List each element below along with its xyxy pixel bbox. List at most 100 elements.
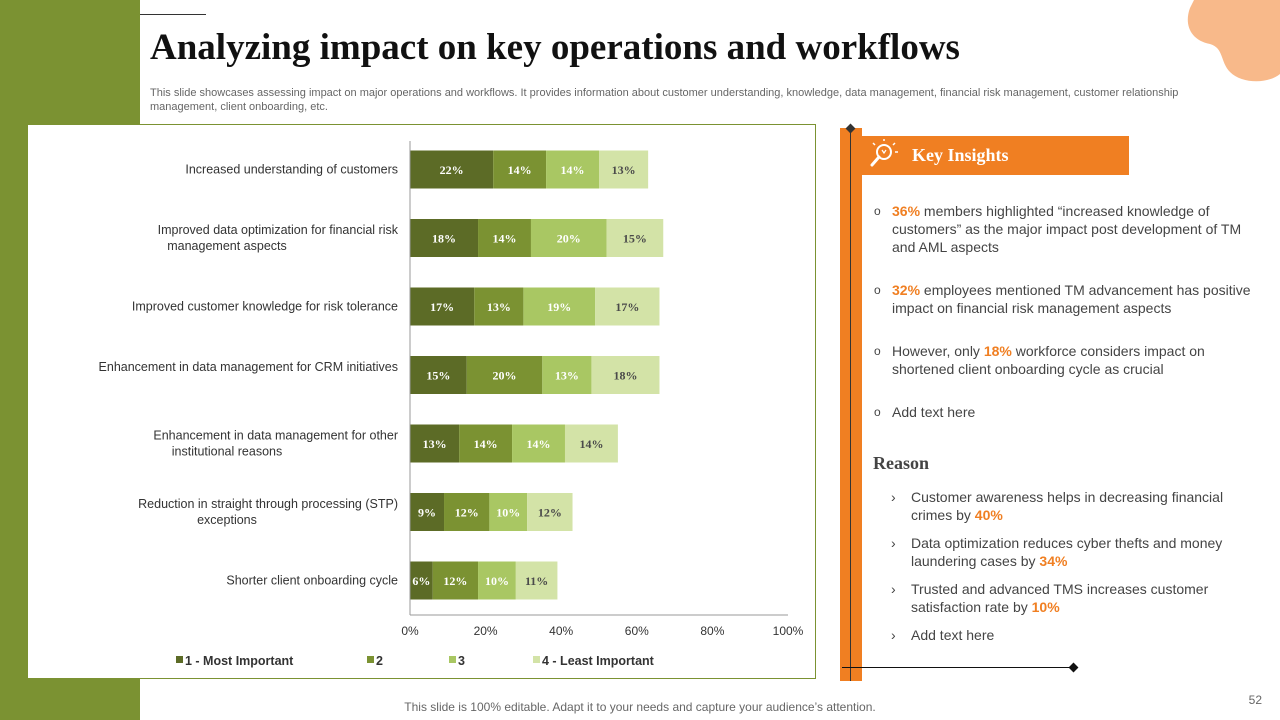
reason-item: › Customer awareness helps in decreasing… bbox=[891, 488, 1251, 524]
data-label: 12% bbox=[455, 506, 479, 520]
data-label: 10% bbox=[496, 506, 520, 520]
data-label: 18% bbox=[613, 369, 637, 383]
bullet-o: o bbox=[874, 204, 881, 218]
data-label: 20% bbox=[557, 232, 581, 246]
data-label: 13% bbox=[555, 369, 579, 383]
data-label: 20% bbox=[493, 369, 517, 383]
x-tick-label: 0% bbox=[401, 624, 419, 638]
x-tick-label: 20% bbox=[474, 624, 498, 638]
bar-segment bbox=[478, 219, 531, 257]
bar-segment bbox=[595, 287, 660, 326]
reason-highlight: 34% bbox=[1039, 553, 1068, 569]
category-label: exceptions bbox=[197, 513, 257, 527]
footer-note: This slide is 100% editable. Adapt it to… bbox=[404, 700, 876, 714]
chevron-right-icon: › bbox=[891, 489, 896, 505]
bullet-o: o bbox=[874, 344, 881, 358]
data-label: 10% bbox=[485, 574, 509, 588]
bar-segment bbox=[512, 424, 565, 463]
x-tick-label: 40% bbox=[549, 624, 573, 638]
reason-item: › Data optimization reduces cyber thefts… bbox=[891, 534, 1251, 570]
insight-text-pre: However, only bbox=[892, 343, 984, 359]
title-rule bbox=[140, 14, 206, 15]
data-label: 22% bbox=[440, 163, 464, 177]
bar-segment bbox=[410, 150, 494, 189]
category-label: Improved data optimization for financial… bbox=[158, 223, 399, 237]
data-label: 17% bbox=[430, 300, 454, 314]
insight-highlight: 18% bbox=[983, 343, 1012, 359]
data-label: 14% bbox=[579, 437, 603, 451]
bar-segment bbox=[564, 424, 618, 463]
category-label: Enhancement in data management for CRM i… bbox=[99, 360, 398, 374]
insight-text: workforce considers impact on shortened … bbox=[892, 343, 1205, 377]
data-label: 14% bbox=[508, 163, 532, 177]
legend-label: 4 - Least Important bbox=[542, 654, 655, 668]
reason-item: › Add text here bbox=[891, 626, 1251, 644]
bullet-o: o bbox=[874, 283, 881, 297]
bar-segment bbox=[546, 150, 599, 189]
legend-swatch bbox=[533, 656, 540, 663]
chevron-right-icon: › bbox=[891, 535, 896, 551]
data-label: 14% bbox=[474, 437, 498, 451]
data-label: 19% bbox=[547, 300, 571, 314]
category-label: Improved customer knowledge for risk tol… bbox=[132, 300, 398, 314]
data-label: 17% bbox=[615, 300, 639, 314]
legend-swatch bbox=[449, 656, 456, 663]
bar-segment bbox=[542, 356, 592, 394]
bar-segment bbox=[432, 561, 479, 600]
bar-segment bbox=[474, 287, 524, 326]
bar-segment bbox=[478, 561, 516, 600]
insight-text: members highlighted “increased knowledge… bbox=[892, 203, 1242, 255]
bar-segment bbox=[527, 493, 573, 531]
chevron-right-icon: › bbox=[891, 627, 896, 643]
data-label: 13% bbox=[423, 437, 447, 451]
bar-segment bbox=[515, 561, 558, 600]
insight-highlight: 32% bbox=[892, 282, 921, 298]
legend-label: 3 bbox=[458, 654, 465, 668]
reason-title: Reason bbox=[873, 453, 930, 473]
bar-segment bbox=[410, 493, 445, 531]
data-label: 11% bbox=[525, 574, 548, 588]
key-insights-header bbox=[862, 136, 1129, 175]
category-label: Increased understanding of customers bbox=[185, 163, 398, 177]
bullet-o: o bbox=[874, 405, 881, 419]
reason-highlight: 40% bbox=[974, 507, 1003, 523]
insight-text: Add text here bbox=[892, 404, 976, 420]
bar-segment bbox=[591, 356, 660, 394]
category-label: management aspects bbox=[167, 239, 287, 253]
insight-item: o 32% employees mentioned TM advancement… bbox=[874, 281, 1254, 317]
bar-segment bbox=[466, 356, 543, 394]
reason-text: Trusted and advanced TMS increases custo… bbox=[911, 581, 1209, 615]
chevron-right-icon: › bbox=[891, 581, 896, 597]
data-label: 6% bbox=[412, 574, 430, 588]
bar-segment bbox=[530, 219, 607, 257]
insights-accent-bar bbox=[840, 128, 862, 681]
legend-swatch bbox=[176, 656, 183, 663]
key-insights-title: Key Insights bbox=[912, 145, 1009, 165]
bar-segment bbox=[606, 219, 664, 257]
insight-highlight: 36% bbox=[892, 203, 921, 219]
legend-label: 1 - Most Important bbox=[185, 654, 294, 668]
bar-segment bbox=[410, 561, 433, 600]
bar-segment bbox=[493, 150, 547, 189]
bar-segment bbox=[410, 424, 460, 463]
data-label: 18% bbox=[432, 232, 456, 246]
data-label: 13% bbox=[612, 163, 636, 177]
category-label: Enhancement in data management for other bbox=[153, 429, 398, 443]
legend-swatch bbox=[367, 656, 374, 663]
data-label: 14% bbox=[493, 232, 517, 246]
reason-text: Data optimization reduces cyber thefts a… bbox=[911, 535, 1223, 569]
insight-item: o However, only 18% workforce considers … bbox=[874, 342, 1254, 378]
lightbulb-magnifier-icon bbox=[870, 139, 898, 167]
bar-segment bbox=[410, 219, 479, 257]
data-label: 14% bbox=[527, 437, 551, 451]
decorative-blob bbox=[1187, 0, 1280, 82]
insights-bottom-line bbox=[842, 667, 1074, 668]
insight-item: o Add text here bbox=[874, 403, 1254, 421]
x-tick-label: 60% bbox=[625, 624, 649, 638]
reason-highlight: 10% bbox=[1031, 599, 1060, 615]
bar-segment bbox=[459, 424, 513, 463]
x-tick-label: 80% bbox=[700, 624, 724, 638]
stacked-bar-chart: Increased understanding of customers 22% 1… bbox=[99, 141, 804, 668]
legend-label: 2 bbox=[376, 654, 383, 668]
data-label: 15% bbox=[426, 369, 450, 383]
